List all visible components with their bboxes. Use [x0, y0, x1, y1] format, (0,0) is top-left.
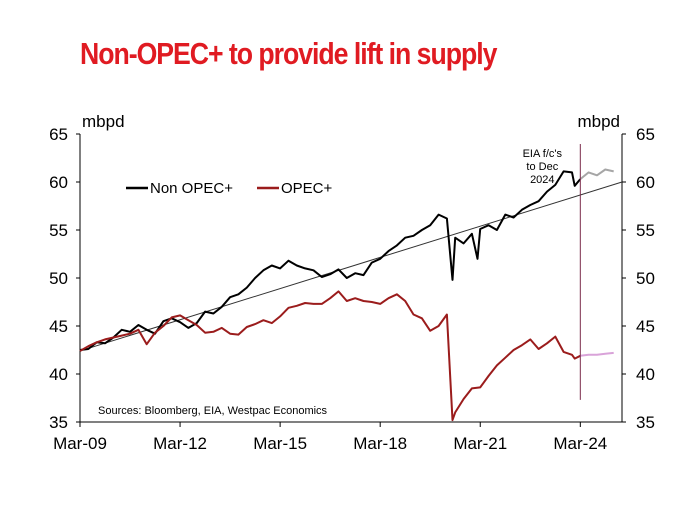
forecast-label-line: 2024: [530, 174, 554, 186]
chart-title: Non-OPEC+ to provide lift in supply: [80, 36, 497, 71]
x-tick-label: Mar-09: [53, 434, 107, 453]
y-tick-label-left: 45: [49, 317, 68, 336]
y-tick-label-left: 40: [49, 365, 68, 384]
source-note: Sources: Bloomberg, EIA, Westpac Economi…: [98, 405, 328, 417]
trend-line: [79, 181, 623, 352]
y-tick-label-left: 35: [49, 413, 68, 432]
y-tick-label-right: 65: [636, 125, 655, 144]
y-tick-label-right: 35: [636, 413, 655, 432]
x-tick-label: Mar-15: [253, 434, 307, 453]
y-tick-label-left: 50: [49, 269, 68, 288]
series-line-opec: [79, 290, 581, 422]
y-tick-label-right: 40: [636, 365, 655, 384]
x-tick-label: Mar-18: [353, 434, 407, 453]
y-tick-label-left: 65: [49, 125, 68, 144]
y-tick-label-right: 60: [636, 173, 655, 192]
y-tick-label-left: 60: [49, 173, 68, 192]
trend-layer: [79, 181, 623, 352]
x-tick-label: Mar-24: [553, 434, 607, 453]
legend: Non OPEC+ OPEC+: [126, 180, 333, 197]
axes: 35 35 40 40 45 45 50 50 55 55 60 60 65 65 mbpd mbpd Mar-…: [49, 112, 655, 453]
forecast-label-line: to Dec: [526, 161, 558, 173]
x-tick-label: Mar-12: [153, 434, 207, 453]
y-tick-label-right: 55: [636, 221, 655, 240]
y-tick-label-right: 50: [636, 269, 655, 288]
series-forecast-non-opec: [579, 168, 614, 180]
y-tick-label-right: 45: [636, 317, 655, 336]
x-tick-label: Mar-21: [453, 434, 507, 453]
y-unit-right: mbpd: [577, 112, 620, 131]
series-line-non-opec: [79, 170, 582, 351]
legend-label-non-opec: Non OPEC+: [150, 180, 233, 197]
forecast-label-line: EIA f/c's: [523, 148, 563, 160]
legend-label-opec: OPEC+: [281, 180, 333, 197]
series-forecast-opec: [580, 351, 614, 357]
series-layer: [79, 168, 614, 422]
y-tick-label-left: 55: [49, 221, 68, 240]
y-unit-left: mbpd: [82, 112, 125, 131]
